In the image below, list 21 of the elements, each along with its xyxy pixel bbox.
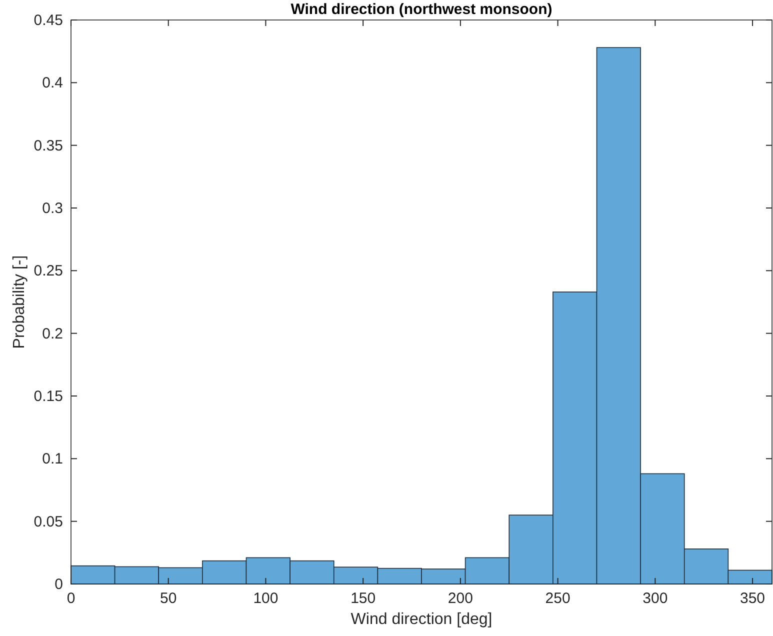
y-axis-title: Probability [-] — [11, 255, 28, 349]
x-tick-label: 100 — [253, 590, 278, 607]
x-tick-label: 350 — [740, 590, 766, 607]
x-tick-label: 300 — [642, 590, 668, 607]
y-tick-label: 0.1 — [42, 450, 63, 468]
y-tick-label: 0.2 — [42, 325, 63, 342]
y-tick-label: 0.05 — [34, 513, 63, 530]
y-tick-label: 0.15 — [34, 388, 63, 405]
y-tick-label: 0.45 — [34, 12, 63, 29]
x-tick-label: 200 — [448, 590, 473, 607]
y-tick-label: 0.4 — [42, 74, 63, 92]
x-tick-label: 50 — [160, 590, 177, 607]
y-tick-label: 0.3 — [42, 200, 63, 217]
x-tick-label: 250 — [545, 590, 570, 607]
x-axis-title: Wind direction [deg] — [350, 611, 492, 628]
y-tick-label: 0.25 — [34, 262, 63, 280]
y-tick-label: 0.35 — [34, 137, 63, 154]
x-tick-label: 0 — [66, 590, 76, 607]
chart-title: Wind direction (northwest monsoon) — [290, 1, 552, 18]
y-tick-label: 0 — [54, 576, 63, 593]
x-tick-label: 150 — [350, 590, 376, 607]
